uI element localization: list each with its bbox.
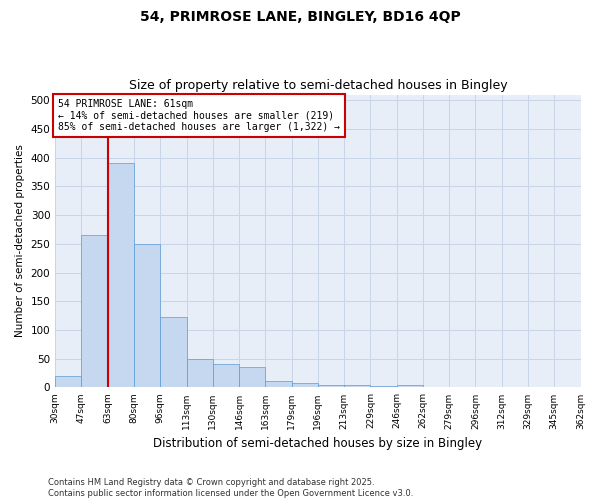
Bar [292,383,318,388]
Text: Contains HM Land Registry data © Crown copyright and database right 2025.
Contai: Contains HM Land Registry data © Crown c… [48,478,413,498]
Bar [55,376,82,388]
Y-axis label: Number of semi-detached properties: Number of semi-detached properties [15,144,25,338]
Title: Size of property relative to semi-detached houses in Bingley: Size of property relative to semi-detach… [128,79,507,92]
Text: 54 PRIMROSE LANE: 61sqm
← 14% of semi-detached houses are smaller (219)
85% of s: 54 PRIMROSE LANE: 61sqm ← 14% of semi-de… [58,99,340,132]
Bar [187,358,213,388]
Bar [370,386,397,388]
Bar [449,387,475,388]
Bar [318,384,344,388]
Bar [213,364,239,388]
Bar [134,244,160,388]
Bar [397,384,423,388]
Bar [82,236,108,388]
Bar [239,368,265,388]
Bar [265,380,292,388]
Bar [344,385,370,388]
Bar [108,164,134,388]
Bar [160,318,187,388]
Text: 54, PRIMROSE LANE, BINGLEY, BD16 4QP: 54, PRIMROSE LANE, BINGLEY, BD16 4QP [140,10,460,24]
Bar [423,387,449,388]
X-axis label: Distribution of semi-detached houses by size in Bingley: Distribution of semi-detached houses by … [153,437,482,450]
